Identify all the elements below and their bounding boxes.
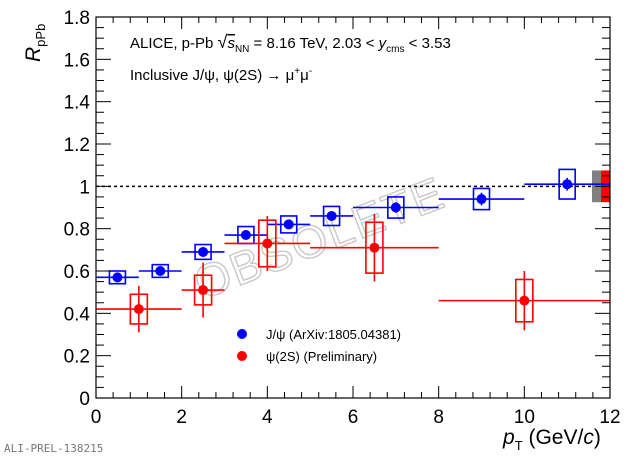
y-tick-label-6: 1.2 bbox=[64, 135, 90, 156]
x-tick-label-0: 0 bbox=[91, 407, 102, 428]
annotation-line-1: ALICE, p-Pb √sNN = 8.16 TeV, 2.03 < ycms… bbox=[130, 32, 451, 55]
jpsi-point-1 bbox=[155, 266, 166, 276]
x-tick-label-2: 4 bbox=[262, 407, 273, 428]
jpsi-point-6 bbox=[390, 202, 401, 213]
legend-marker-jpsi bbox=[237, 329, 247, 339]
y-tick-label-1: 0.2 bbox=[64, 347, 90, 368]
x-tick-label-4: 8 bbox=[433, 407, 444, 428]
watermark-text: OBSOLETE bbox=[187, 166, 452, 309]
y-tick-label-8: 1.6 bbox=[64, 50, 90, 71]
psi2s-point-2 bbox=[262, 238, 273, 249]
jpsi-point-7 bbox=[476, 194, 487, 205]
legend-label-psi2s: ψ(2S) (Preliminary) bbox=[266, 349, 377, 364]
x-tick-label-6: 12 bbox=[599, 407, 620, 428]
legend-label-jpsi: J/ψ (ArXiv:1805.04381) bbox=[266, 327, 401, 342]
y-axis-title: RpPb bbox=[22, 24, 48, 62]
y-tick-label-9: 1.8 bbox=[64, 8, 90, 29]
y-tick-label-5: 1 bbox=[79, 177, 90, 198]
psi2s-point-3 bbox=[369, 242, 380, 253]
x-tick-label-1: 2 bbox=[176, 407, 187, 428]
jpsi-point-8 bbox=[562, 179, 573, 190]
y-tick-label-7: 1.4 bbox=[64, 93, 91, 114]
annotation-line-2: Inclusive J/ψ, ψ(2S) → μ+μ- bbox=[130, 66, 312, 84]
psi2s-point-1 bbox=[198, 285, 209, 296]
legend: J/ψ (ArXiv:1805.04381) ψ(2S) (Preliminar… bbox=[237, 327, 401, 364]
psi2s-point-0 bbox=[133, 304, 144, 315]
jpsi-point-2 bbox=[198, 246, 209, 257]
jpsi-point-5 bbox=[326, 210, 337, 221]
y-tick-label-2: 0.4 bbox=[64, 304, 91, 325]
jpsi-point-4 bbox=[283, 219, 294, 230]
x-tick-label-5: 10 bbox=[514, 407, 535, 428]
psi2s-point-4 bbox=[519, 295, 530, 306]
legend-marker-psi2s bbox=[237, 351, 247, 361]
y-tick-label-0: 0 bbox=[79, 389, 90, 410]
jpsi-point-0 bbox=[112, 272, 123, 283]
y-tick-label-3: 0.6 bbox=[64, 262, 90, 283]
footer-id: ALI-PREL-138215 bbox=[4, 442, 104, 455]
jpsi-point-3 bbox=[240, 230, 251, 241]
x-axis-title: pT (GeV/c) bbox=[502, 426, 601, 453]
x-tick-label-3: 6 bbox=[348, 407, 359, 428]
y-tick-label-4: 0.8 bbox=[64, 220, 90, 241]
